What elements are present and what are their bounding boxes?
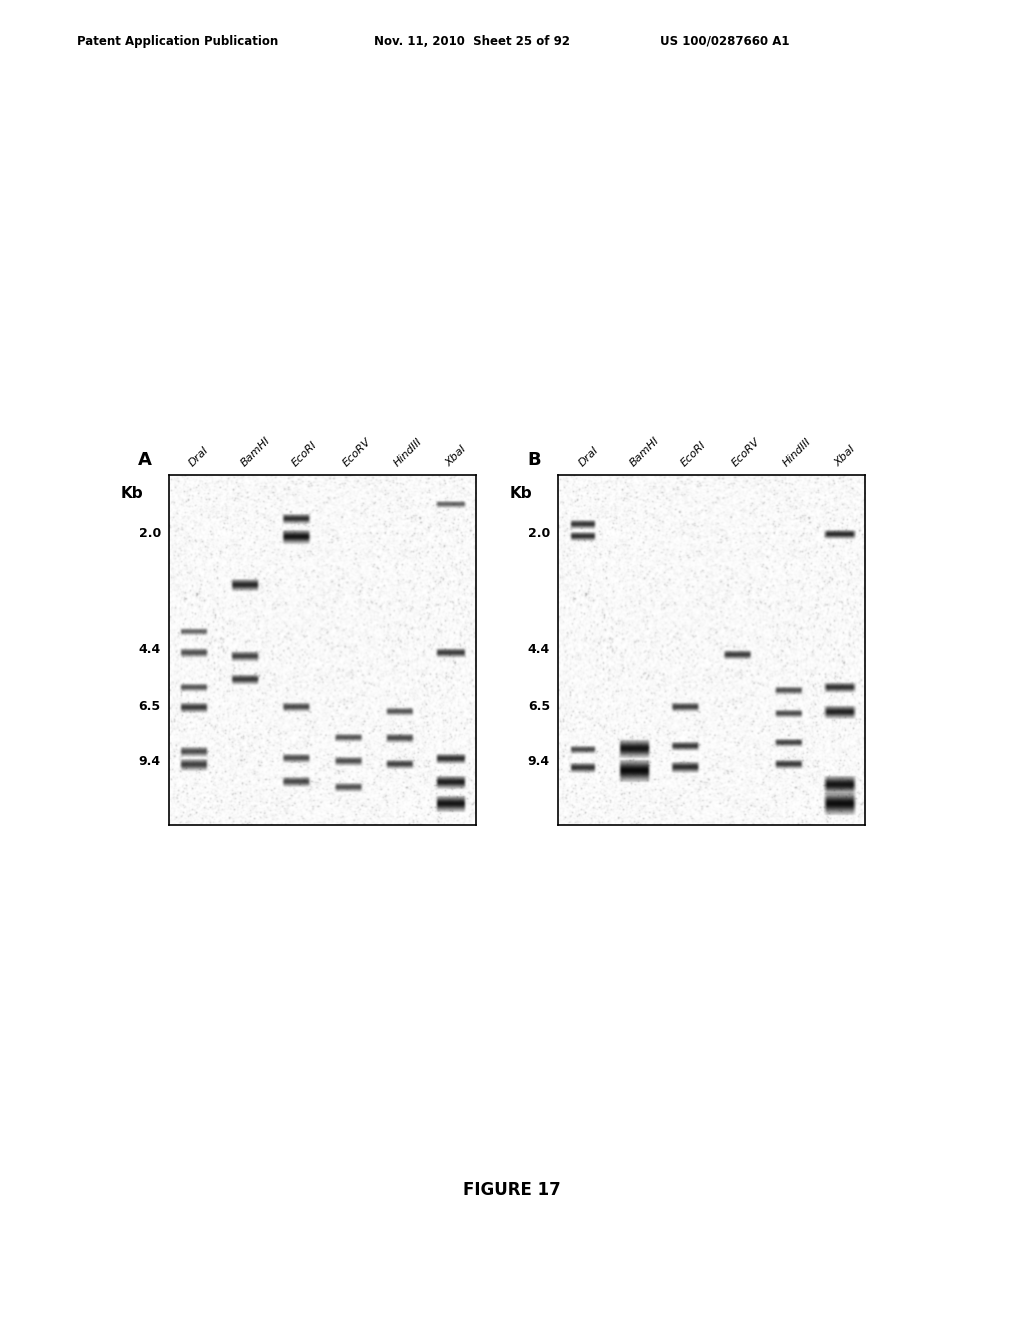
Text: HindIII: HindIII [781, 437, 813, 469]
Text: HindIII: HindIII [392, 437, 424, 469]
Text: 9.4: 9.4 [527, 755, 550, 768]
Text: EcoRI: EcoRI [290, 440, 318, 469]
Text: BamHI: BamHI [239, 436, 272, 469]
Text: EcoRV: EcoRV [730, 437, 762, 469]
Text: 2.0: 2.0 [138, 527, 161, 540]
Text: DraI: DraI [187, 445, 211, 469]
Text: 6.5: 6.5 [527, 701, 550, 713]
Text: XbaI: XbaI [833, 444, 857, 469]
Text: DraI: DraI [577, 445, 600, 469]
Text: 4.4: 4.4 [138, 643, 161, 656]
Text: Nov. 11, 2010  Sheet 25 of 92: Nov. 11, 2010 Sheet 25 of 92 [374, 34, 569, 48]
Text: FIGURE 17: FIGURE 17 [463, 1180, 561, 1199]
Text: 2.0: 2.0 [527, 527, 550, 540]
Text: Kb: Kb [121, 486, 143, 500]
Text: Kb: Kb [510, 486, 532, 500]
Text: EcoRI: EcoRI [679, 440, 708, 469]
Text: Patent Application Publication: Patent Application Publication [77, 34, 279, 48]
Text: 6.5: 6.5 [138, 701, 161, 713]
Text: US 100/0287660 A1: US 100/0287660 A1 [660, 34, 790, 48]
Text: 9.4: 9.4 [138, 755, 161, 768]
Text: XbaI: XbaI [443, 444, 468, 469]
Text: BamHI: BamHI [628, 436, 662, 469]
Text: B: B [527, 450, 541, 469]
Text: EcoRV: EcoRV [341, 437, 373, 469]
Text: 4.4: 4.4 [527, 643, 550, 656]
Text: A: A [138, 450, 153, 469]
